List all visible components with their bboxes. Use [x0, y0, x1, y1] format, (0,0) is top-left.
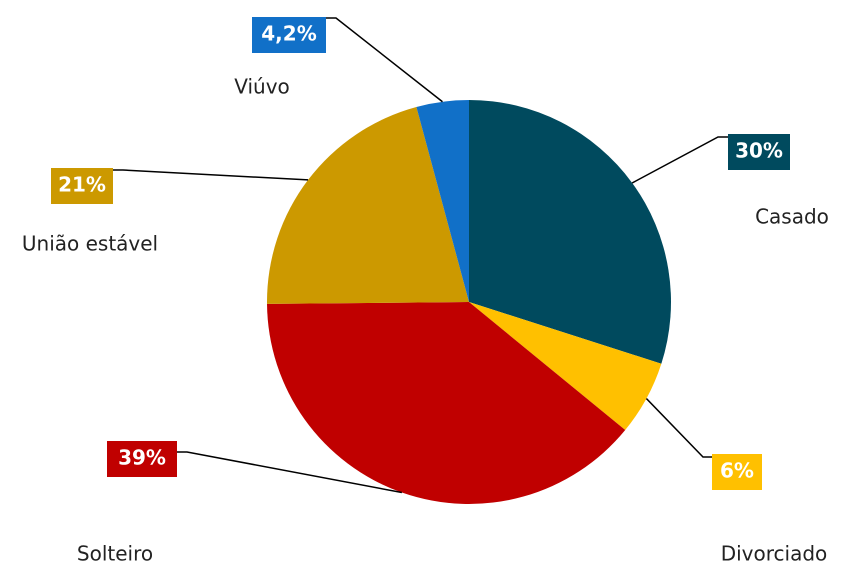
value-label: 21%: [58, 173, 106, 197]
category-label: Divorciado: [721, 542, 828, 562]
value-label: 39%: [118, 446, 166, 470]
value-label: 4,2%: [261, 22, 316, 46]
leader-line: [326, 17, 443, 103]
pie-slice: [267, 106, 469, 304]
pie-slice: [267, 302, 626, 504]
pie-slice: [416, 100, 469, 302]
value-label-box: [107, 441, 177, 477]
value-label-box: [712, 454, 762, 490]
value-label-box: [252, 17, 326, 53]
category-label: Solteiro: [77, 542, 153, 562]
value-label: 6%: [720, 459, 754, 483]
category-label: Casado: [755, 205, 829, 229]
pie-slice: [469, 302, 662, 431]
value-label-box: [728, 134, 790, 170]
leader-line: [113, 169, 309, 181]
leader-line: [645, 398, 713, 458]
leader-line: [631, 136, 728, 184]
category-label: União estável: [22, 232, 158, 256]
category-label: Viúvo: [234, 75, 290, 99]
pie-slice: [469, 100, 671, 364]
leader-line: [177, 451, 403, 494]
value-label-box: [51, 168, 113, 204]
value-label: 30%: [735, 139, 783, 163]
